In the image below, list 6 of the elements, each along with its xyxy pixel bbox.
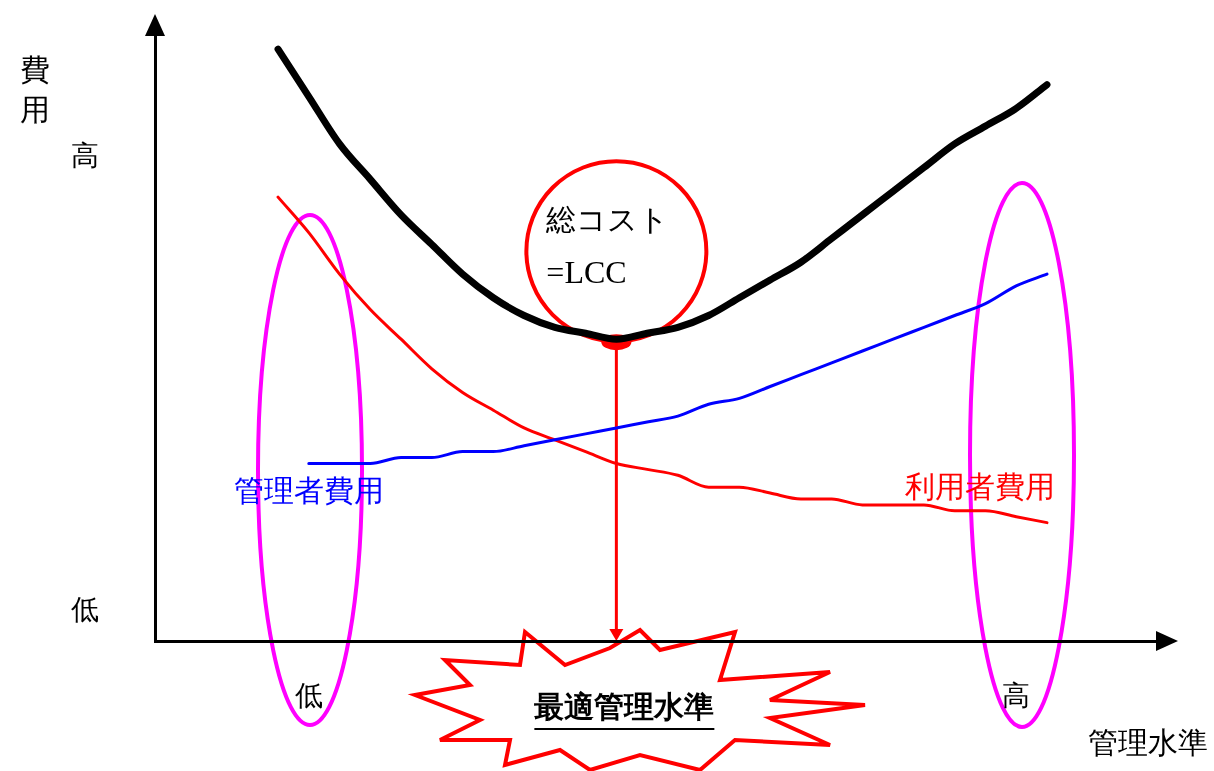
y-axis-title: 費用 (20, 51, 50, 127)
text: 最適管理水準 (534, 688, 715, 724)
text: 高 (71, 139, 99, 173)
text: 低 (71, 593, 99, 627)
x-axis-title: 管理水準 (1088, 724, 1208, 760)
annotation: 総コスト =LCC (545, 201, 670, 290)
